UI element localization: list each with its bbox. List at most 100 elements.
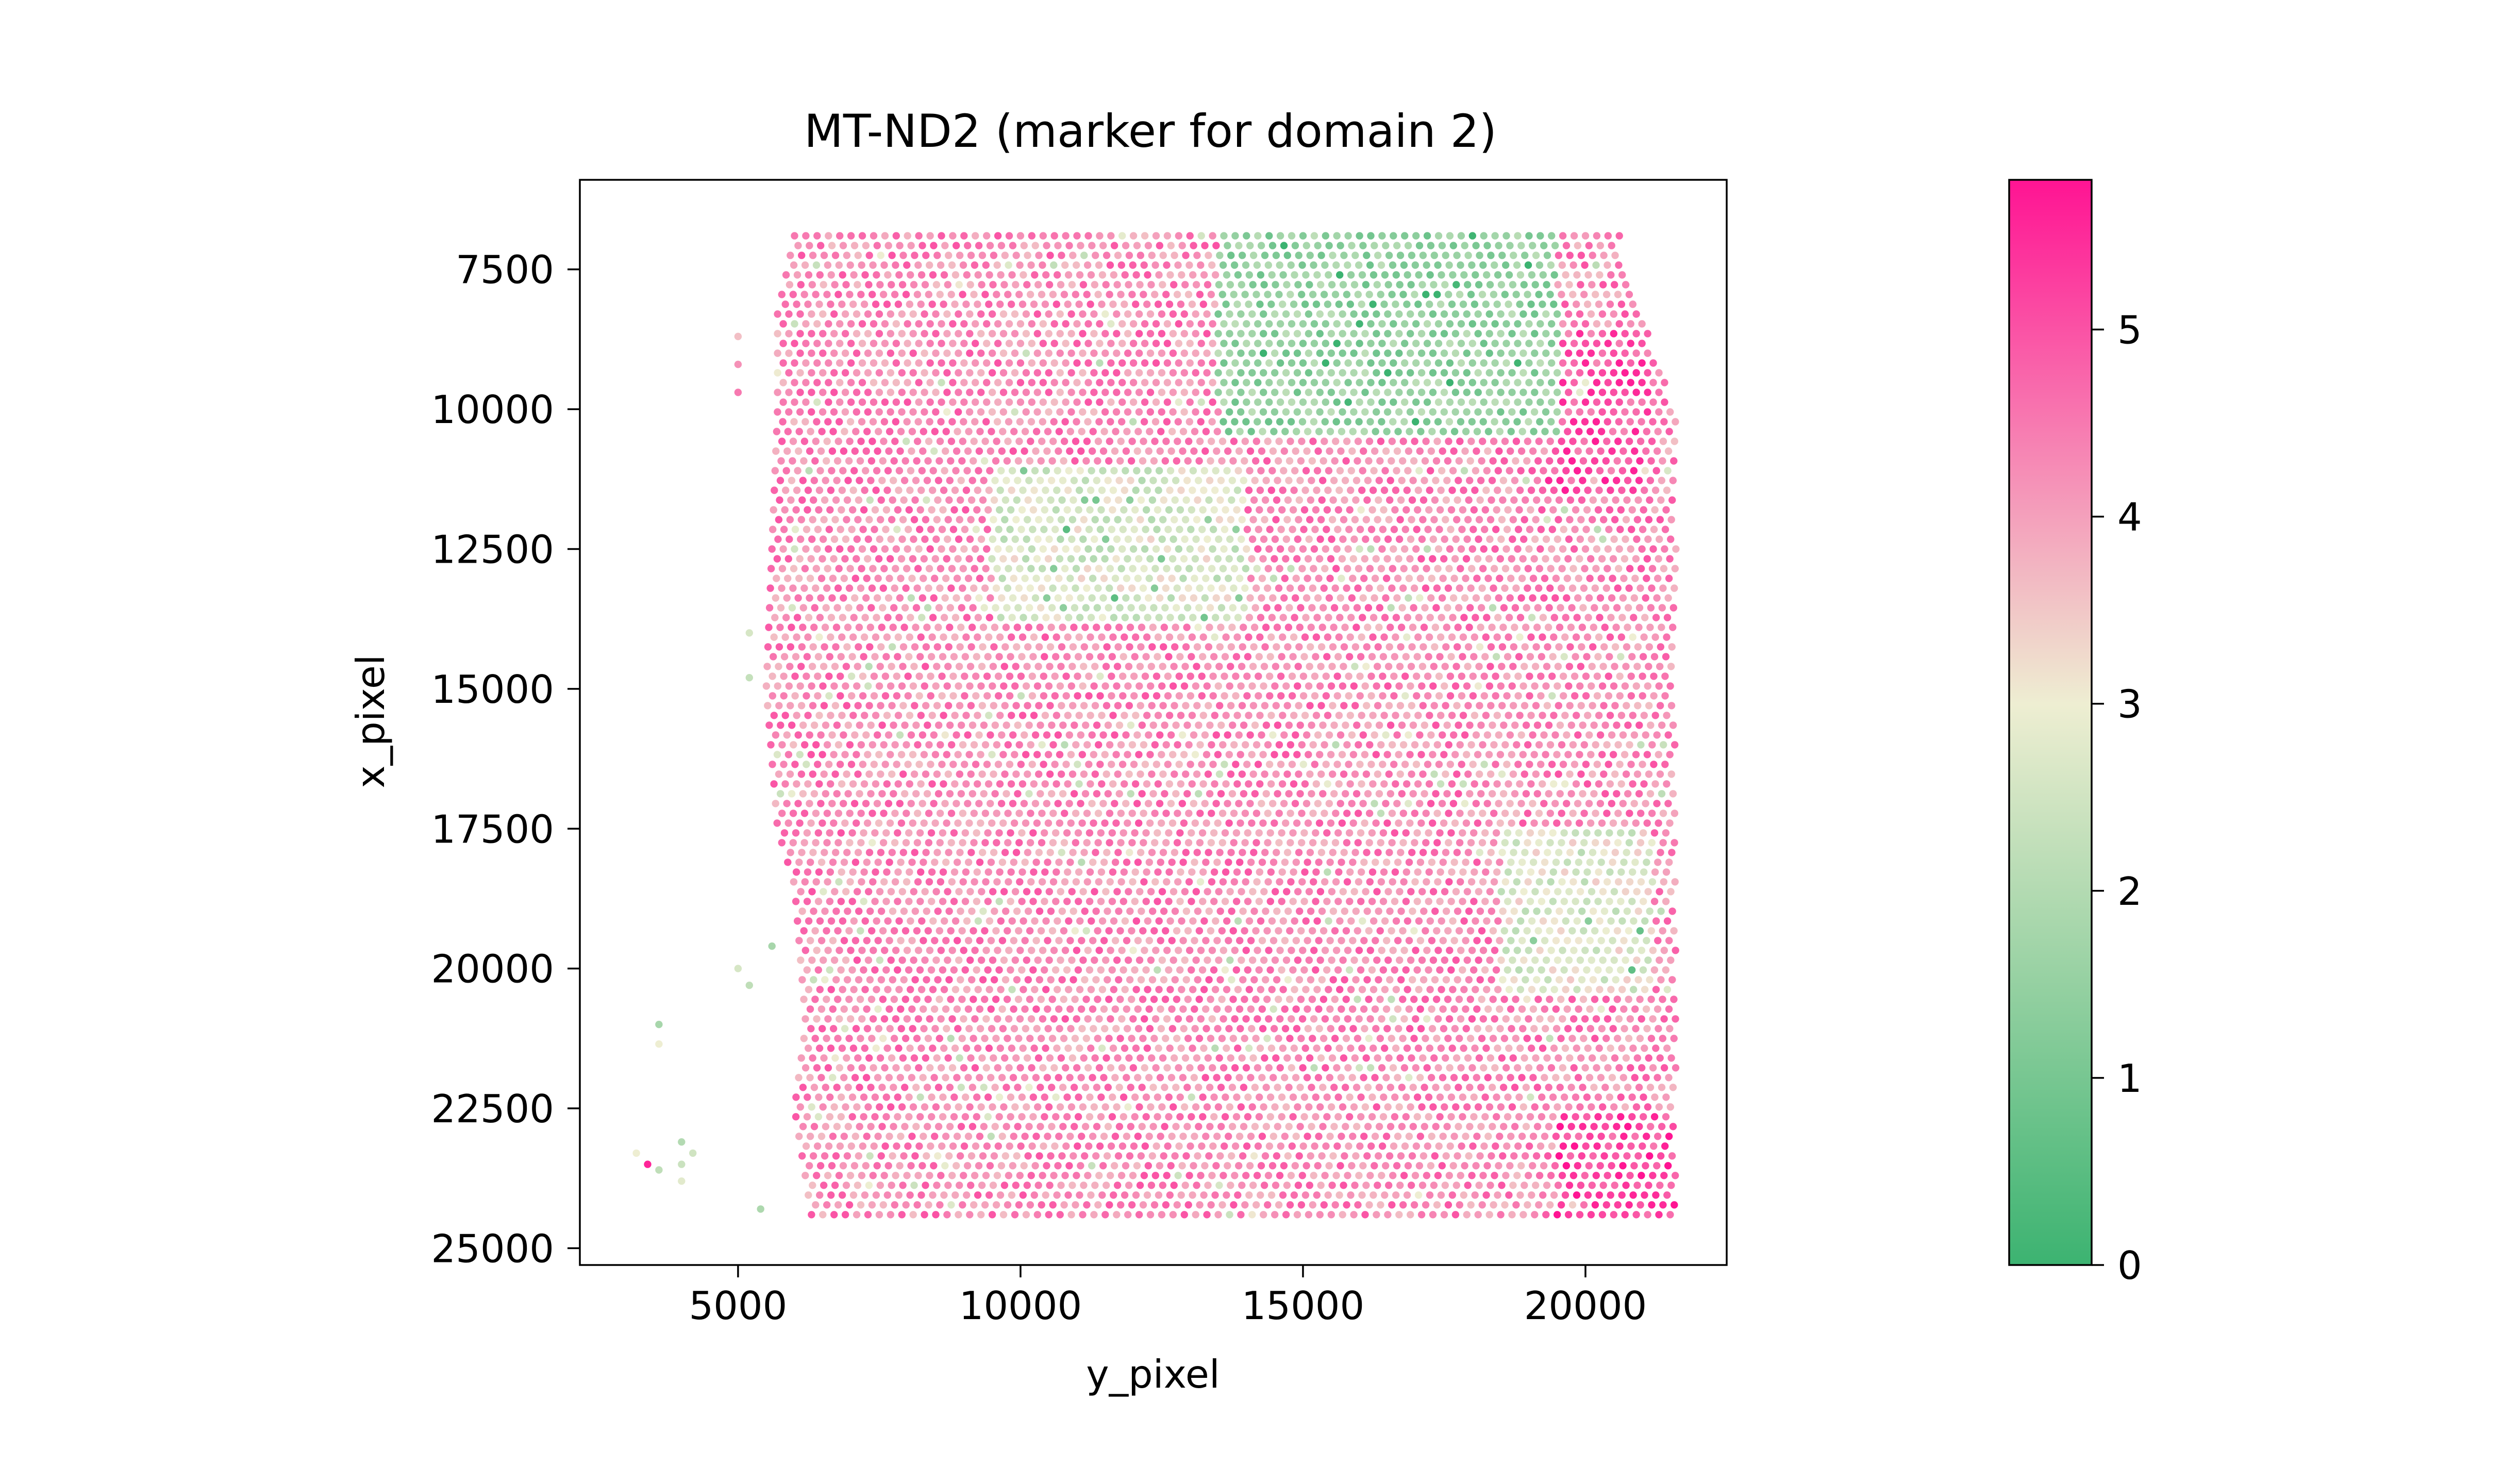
- spot-point: [1562, 614, 1569, 621]
- spot-point: [975, 594, 983, 602]
- spot-point: [1226, 310, 1233, 318]
- spot-point: [1303, 731, 1311, 739]
- spot-point: [1532, 702, 1540, 710]
- spot-point: [1039, 359, 1047, 367]
- spot-point: [1235, 800, 1243, 807]
- spot-point: [1130, 761, 1138, 768]
- spot-point: [1084, 320, 1092, 328]
- spot-point: [1591, 457, 1599, 465]
- spot-point: [1259, 555, 1267, 563]
- spot-point: [1378, 418, 1385, 426]
- spot-point: [1041, 780, 1049, 788]
- spot-point: [1594, 829, 1602, 837]
- spot-point: [855, 496, 863, 504]
- spot-point: [1645, 643, 1653, 651]
- spot-point: [1321, 418, 1329, 426]
- spot-point: [1312, 506, 1320, 514]
- spot-point: [914, 261, 922, 269]
- spot-point: [1298, 565, 1306, 572]
- spot-point: [868, 584, 876, 592]
- spot-point: [1123, 428, 1131, 435]
- spot-point: [1208, 565, 1216, 572]
- spot-point: [779, 545, 787, 553]
- spot-point: [1148, 702, 1156, 710]
- spot-point: [899, 516, 907, 524]
- spot-point: [1540, 800, 1548, 807]
- spot-point: [960, 232, 968, 240]
- spot-point: [936, 457, 943, 465]
- spot-point: [1403, 633, 1411, 641]
- spot-point: [782, 614, 790, 621]
- spot-point: [1533, 623, 1541, 631]
- spot-point: [774, 349, 781, 357]
- spot-point: [827, 300, 834, 308]
- spot-point: [996, 712, 1004, 719]
- spot-point: [1555, 770, 1562, 778]
- spot-point: [1347, 467, 1355, 475]
- spot-point: [1396, 702, 1405, 710]
- spot-point: [1288, 692, 1296, 700]
- spot-point: [865, 516, 873, 524]
- spot-point: [1271, 330, 1279, 338]
- spot-point: [1249, 663, 1257, 670]
- spot-point: [828, 242, 836, 249]
- spot-point: [1380, 633, 1388, 641]
- spot-point: [1467, 584, 1475, 592]
- spot-point: [1297, 584, 1306, 592]
- spot-point: [997, 614, 1005, 621]
- spot-point: [960, 379, 968, 386]
- spot-point: [825, 398, 832, 406]
- spot-point: [870, 359, 878, 367]
- spot-point: [938, 545, 945, 553]
- spot-point: [1424, 526, 1432, 533]
- spot-point: [1046, 516, 1054, 524]
- spot-point: [1266, 829, 1274, 837]
- spot-point: [1215, 516, 1223, 524]
- spot-point: [1313, 614, 1321, 621]
- spot-point: [1418, 535, 1426, 543]
- spot-point: [1158, 751, 1165, 758]
- spot-point: [1647, 457, 1655, 465]
- spot-point: [1349, 751, 1358, 758]
- spot-point: [1148, 770, 1156, 778]
- spot-point: [972, 359, 979, 367]
- spot-point: [992, 604, 999, 612]
- spot-point: [1520, 535, 1528, 543]
- spot-point: [794, 467, 801, 475]
- spot-point: [887, 349, 895, 357]
- spot-point: [1209, 320, 1216, 328]
- spot-point: [1212, 467, 1220, 475]
- spot-point: [959, 261, 967, 269]
- spot-point: [1570, 320, 1578, 328]
- spot-point: [1231, 359, 1239, 367]
- spot-point: [1130, 526, 1138, 533]
- spot-point: [1073, 359, 1081, 367]
- spot-point: [1278, 780, 1287, 788]
- spot-point: [1526, 761, 1533, 768]
- spot-point: [1492, 829, 1500, 837]
- spot-point: [1449, 467, 1457, 475]
- spot-point: [1214, 751, 1222, 758]
- spot-point: [786, 281, 794, 289]
- spot-point: [1422, 437, 1430, 445]
- spot-point: [861, 271, 869, 279]
- spot-point: [1205, 496, 1213, 504]
- spot-point: [1240, 477, 1247, 484]
- spot-point: [1306, 702, 1314, 710]
- spot-point: [1621, 819, 1628, 827]
- spot-point: [1471, 780, 1478, 788]
- spot-point: [1316, 330, 1324, 338]
- spot-point: [1502, 340, 1510, 347]
- spot-point: [1052, 653, 1060, 661]
- spot-point: [1271, 819, 1278, 827]
- spot-point: [1036, 623, 1044, 631]
- spot-point: [1085, 672, 1093, 680]
- spot-point: [884, 800, 893, 807]
- spot-point: [1023, 281, 1031, 289]
- spot-point: [1099, 731, 1107, 739]
- spot-point: [1070, 477, 1078, 484]
- spot-point: [1125, 702, 1133, 710]
- spot-point: [1305, 389, 1313, 396]
- spot-point: [1525, 232, 1533, 240]
- spot-point: [966, 310, 974, 318]
